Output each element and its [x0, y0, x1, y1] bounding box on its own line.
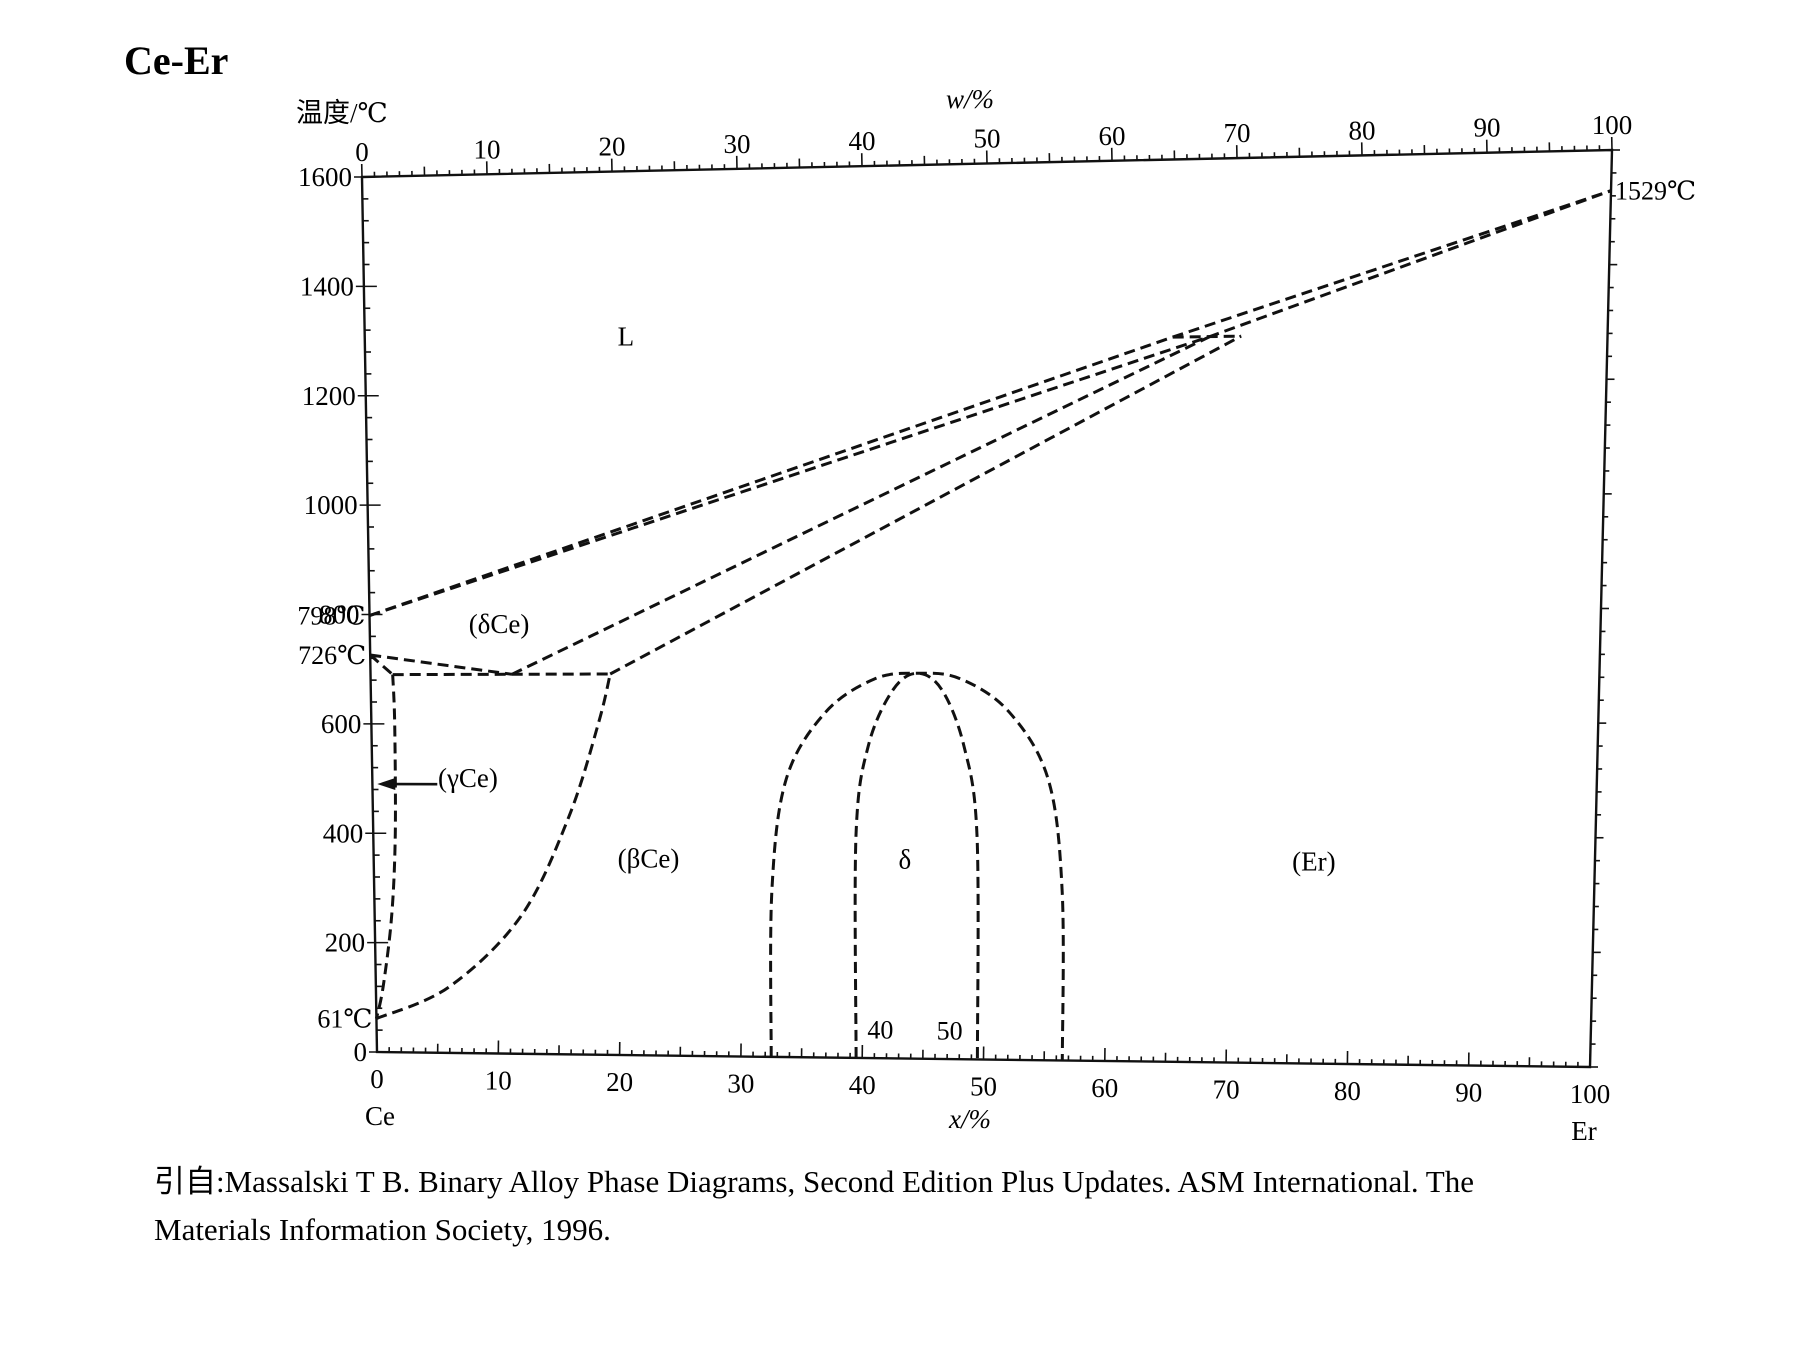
phase-boundary-line — [853, 671, 980, 1060]
x2-tick-label: 10 — [474, 134, 501, 164]
gamma-ce-arrowhead — [377, 778, 396, 791]
composition-annotation: 40 — [867, 1016, 893, 1045]
x-tick-label: 20 — [606, 1067, 633, 1097]
x2-tick-label: 60 — [1099, 121, 1126, 151]
region-label: δ — [899, 845, 912, 875]
temperature-label: 798℃ — [297, 602, 365, 631]
y-tick-label: 1400 — [300, 271, 354, 301]
chart-labels: 0 10 20 30 40 50 60 70 80 90 1000 10 20 30 40 50 60 70 80 9… — [297, 110, 1696, 1109]
temperature-label: 1529℃ — [1615, 177, 1696, 206]
region-label: (γCe) — [438, 763, 498, 793]
x2-tick-label: 0 — [355, 137, 369, 167]
caption-line-2: Materials Information Society, 1996. — [154, 1212, 611, 1247]
x2-tick-label: 80 — [1349, 115, 1376, 145]
x-tick-label: 60 — [1091, 1073, 1118, 1103]
y-tick-label: 1600 — [298, 162, 352, 192]
phase-boundary-line — [511, 335, 1211, 676]
x-axis-label: x/% — [948, 1104, 991, 1134]
x2-tick-label: 20 — [599, 132, 626, 162]
y-tick-label: 200 — [325, 928, 366, 958]
region-label: L — [618, 321, 635, 351]
x-tick-label: 100 — [1570, 1079, 1611, 1109]
x-tick-label: 40 — [849, 1070, 876, 1100]
region-label: (δCe) — [469, 609, 530, 639]
phase-boundary-line — [392, 672, 611, 677]
phase-boundary-line — [369, 653, 513, 676]
chart-title: Ce-Er — [124, 38, 228, 83]
x-tick-label: 50 — [970, 1072, 997, 1102]
x-tick-label: 90 — [1455, 1078, 1482, 1108]
y-tick-label: 600 — [321, 709, 362, 739]
temperature-label: 61℃ — [317, 1005, 372, 1034]
phase-boundary-line — [374, 674, 397, 1019]
x2-axis-label: w/% — [946, 84, 994, 114]
y-tick-label: 800 — [319, 600, 360, 630]
phase-boundaries — [369, 189, 1612, 1061]
endpoint-right-label: Er — [1571, 1116, 1596, 1146]
x2-tick-label: 40 — [849, 126, 876, 156]
x2-tick-label: 100 — [1592, 110, 1633, 140]
endpoint-left-label: Ce — [365, 1101, 395, 1131]
phase-boundary-line — [1172, 334, 1242, 339]
x2-tick-label: 70 — [1224, 118, 1251, 148]
x-tick-label: 30 — [727, 1069, 754, 1099]
composition-annotation: 50 — [937, 1017, 963, 1046]
x2-tick-label: 30 — [724, 129, 751, 159]
x2-tick-label: 90 — [1474, 113, 1501, 143]
y-tick-label: 400 — [323, 818, 364, 848]
y-axis-label: 温度/℃ — [296, 98, 388, 128]
phase-boundary-line — [769, 671, 1065, 1061]
caption-line-1: 引自:Massalski T B. Binary Alloy Phase Dia… — [154, 1164, 1474, 1199]
temperature-label: 726℃ — [298, 641, 366, 670]
x-tick-label: 0 — [370, 1064, 384, 1094]
x2-tick-label: 50 — [974, 124, 1001, 154]
x-tick-label: 80 — [1334, 1076, 1361, 1106]
x-tick-label: 70 — [1213, 1075, 1240, 1105]
region-label: (βCe) — [618, 843, 680, 873]
phase-boundary-line — [375, 673, 612, 1020]
phase-boundary-line — [369, 189, 1612, 618]
phase-boundary-line — [609, 334, 1242, 676]
plot-border — [360, 148, 1614, 1069]
plot-frame — [360, 148, 1614, 1069]
region-label: (Er) — [1292, 847, 1335, 877]
y-tick-label: 1000 — [304, 490, 358, 520]
y-tick-label: 1200 — [302, 381, 356, 411]
axis-ticks — [354, 136, 1620, 1068]
phase-boundary-line — [369, 653, 394, 676]
y-tick-label: 0 — [354, 1037, 368, 1067]
x-tick-label: 10 — [485, 1066, 512, 1096]
